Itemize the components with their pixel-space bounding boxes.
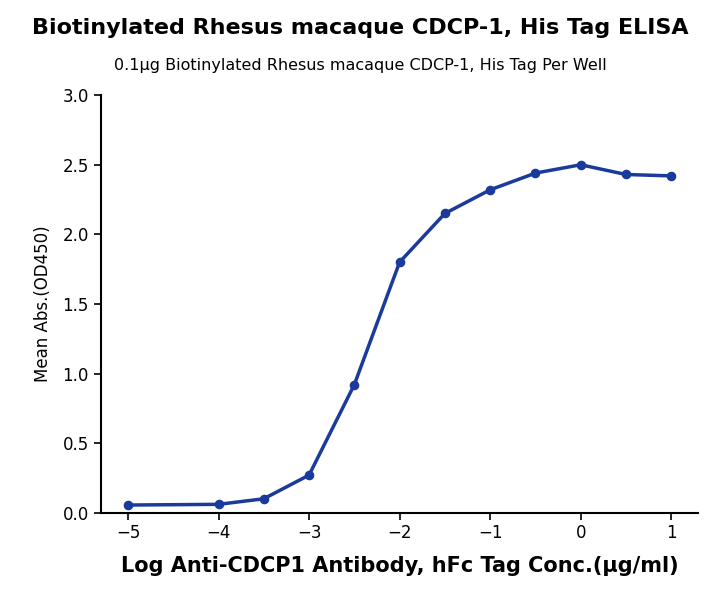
Point [122, 500, 134, 510]
Point [620, 169, 631, 179]
Point [394, 257, 405, 267]
Point [665, 171, 677, 181]
Point [439, 209, 451, 219]
Text: Biotinylated Rhesus macaque CDCP-1, His Tag ELISA: Biotinylated Rhesus macaque CDCP-1, His … [32, 18, 688, 39]
Point [212, 499, 224, 509]
Point [258, 494, 269, 503]
Point [303, 470, 315, 480]
Point [348, 379, 360, 389]
Point [485, 185, 496, 195]
Text: 0.1μg Biotinylated Rhesus macaque CDCP-1, His Tag Per Well: 0.1μg Biotinylated Rhesus macaque CDCP-1… [114, 58, 606, 73]
Y-axis label: Mean Abs.(OD450): Mean Abs.(OD450) [34, 225, 52, 383]
Point [575, 160, 587, 169]
X-axis label: Log Anti-CDCP1 Antibody, hFc Tag Conc.(μg/ml): Log Anti-CDCP1 Antibody, hFc Tag Conc.(μ… [121, 556, 678, 577]
Point [530, 168, 541, 178]
